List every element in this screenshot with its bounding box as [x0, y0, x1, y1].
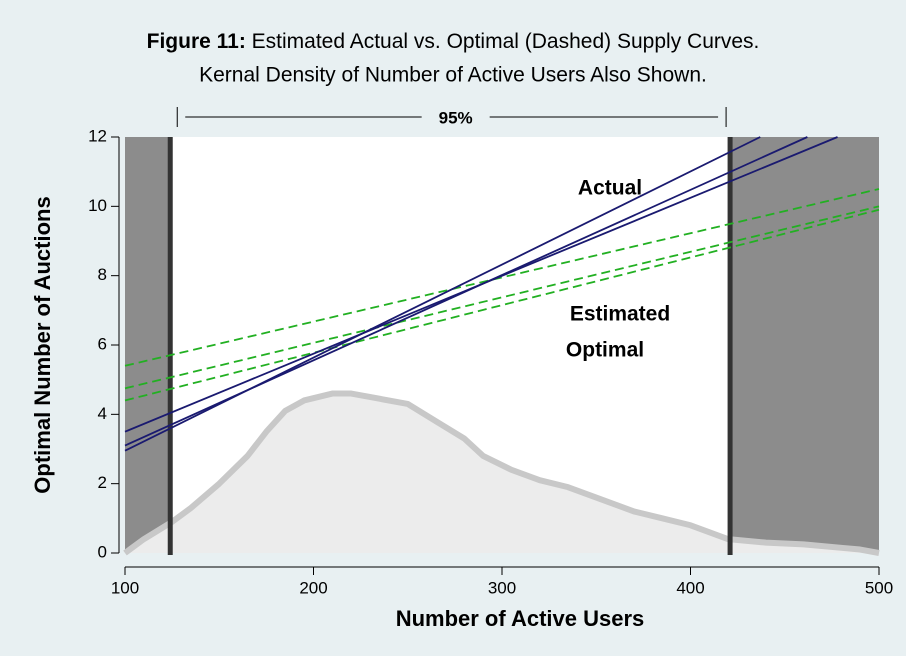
tail-band-right	[730, 137, 879, 553]
actual-line	[124, 136, 838, 433]
y-tick-label: 4	[98, 404, 107, 423]
actual-label: Actual	[578, 177, 642, 200]
optimal-label: Estimated	[570, 303, 670, 326]
y-tick-label: 10	[88, 196, 107, 215]
y-axis-label: Optimal Number of Auctions	[30, 196, 55, 493]
x-axis-label: Number of Active Users	[396, 606, 645, 631]
chart-subtitle: Kernal Density of Number of Active Users…	[199, 64, 707, 87]
tail-band-left	[125, 137, 171, 553]
x-tick-label: 200	[299, 578, 327, 597]
optimal-line	[124, 188, 880, 367]
y-tick-label: 2	[98, 473, 107, 492]
density-area	[125, 393, 879, 553]
density-line	[123, 390, 880, 556]
x-tick-label: 400	[676, 578, 704, 597]
y-tick-label: 8	[98, 265, 107, 284]
y-tick-label: 0	[98, 542, 107, 561]
x-tick-label: 300	[488, 578, 516, 597]
optimal-line	[124, 205, 880, 390]
x-tick-label: 500	[865, 578, 893, 597]
title-line1: Estimated Actual vs. Optimal (Dashed) Su…	[252, 30, 760, 53]
interval-label: 95%	[439, 108, 473, 127]
y-tick-label: 12	[88, 126, 107, 145]
title-bold: Figure 11:	[147, 30, 246, 53]
y-tick-label: 6	[98, 334, 107, 353]
x-tick-label: 100	[111, 578, 139, 597]
optimal-line	[124, 208, 880, 402]
optimal-label: Optimal	[566, 339, 644, 362]
chart-title: Figure 11: Estimated Actual vs. Optimal …	[147, 30, 760, 53]
